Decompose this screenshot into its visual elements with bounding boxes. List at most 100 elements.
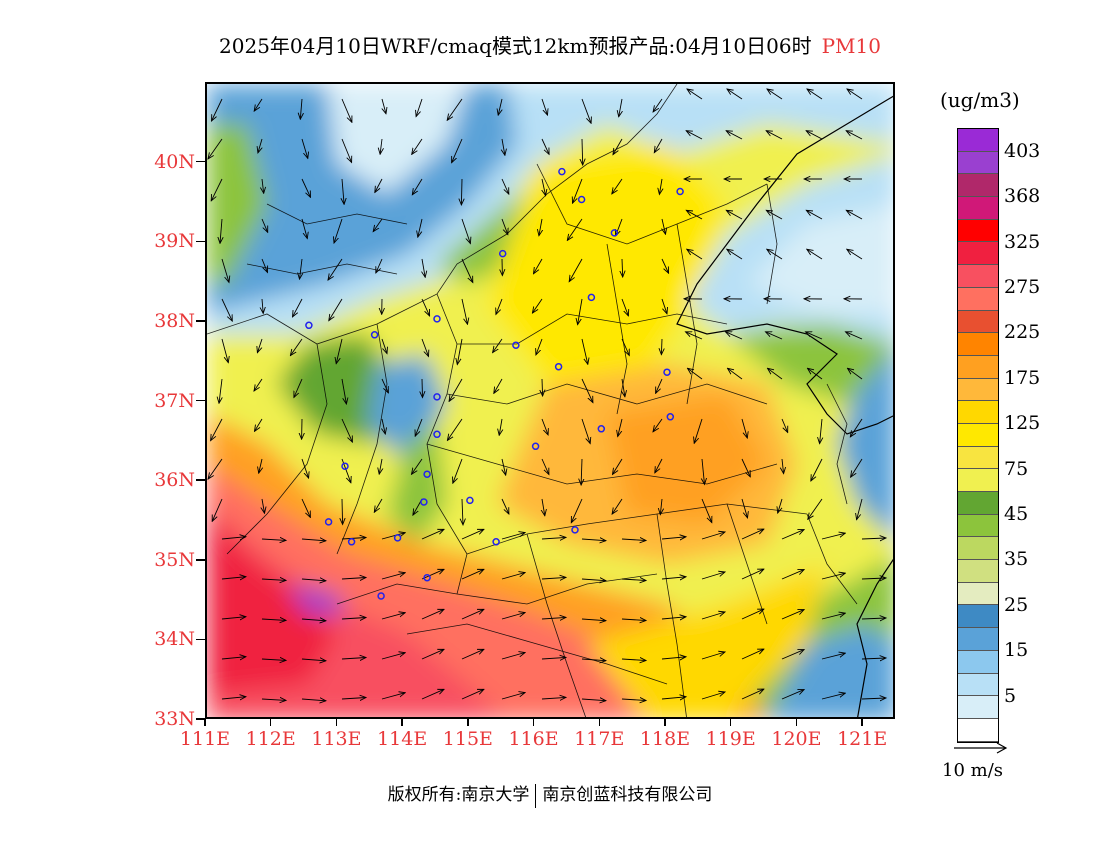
wind-arrow [541, 98, 548, 115]
colorbar-segment [958, 151, 998, 175]
wind-arrow [567, 218, 583, 240]
wind-arrow [661, 577, 686, 579]
wind-arrow [382, 98, 386, 114]
wind-arrow [381, 573, 405, 580]
wind-arrow [501, 613, 525, 620]
lat-label: 35N [154, 548, 195, 571]
wind-arrow [741, 458, 750, 477]
wind-arrow [341, 98, 352, 122]
colorbar-segment [958, 333, 998, 356]
lon-tick [598, 719, 601, 726]
wind-arrow [573, 178, 583, 203]
wind-arrow [661, 258, 669, 273]
city-station-marker [420, 498, 428, 506]
wind-arrow [806, 332, 823, 340]
colorbar-segment [958, 287, 998, 311]
wind-arrow [221, 258, 229, 282]
wind-arrow [781, 418, 788, 433]
wind-arrow [687, 89, 703, 100]
colorbar-label: 25 [1004, 593, 1029, 616]
pm10-map-panel [205, 82, 895, 719]
city-station-marker [663, 368, 671, 376]
wind-arrow [741, 609, 764, 620]
lon-tick [401, 719, 403, 726]
wind-arrow [848, 368, 863, 380]
wind-arrow [254, 98, 263, 111]
wind-arrow [221, 697, 246, 699]
city-station-marker [347, 538, 356, 546]
wind-arrow [502, 138, 505, 155]
colorbar-segment [958, 197, 998, 220]
colorbar-segment [958, 310, 998, 334]
wind-arrow [494, 378, 503, 393]
wind-arrow [461, 529, 484, 540]
wind-arrow [621, 539, 646, 541]
wind-arrow [659, 178, 662, 194]
wind-reference-arrow [954, 742, 1008, 754]
lat-tick [196, 559, 205, 561]
wind-arrow [379, 458, 382, 474]
city-station-marker [423, 470, 431, 478]
wind-arrow [807, 249, 823, 260]
wind-arrow [221, 298, 232, 321]
wind-arrow [541, 418, 548, 435]
wind-arrow [301, 458, 309, 478]
colorbar-label: 403 [1004, 139, 1041, 162]
wind-arrow [461, 258, 473, 283]
lon-tick [861, 719, 863, 726]
wind-arrow [861, 658, 886, 659]
lon-tick [664, 719, 666, 726]
wind-arrow [336, 338, 343, 364]
colorbar-label: 75 [1004, 457, 1029, 480]
colorbar-segment [958, 401, 998, 424]
wind-arrow [727, 249, 743, 260]
wind-arrow [293, 298, 303, 317]
wind-arrow [329, 298, 343, 321]
wind-arrow [208, 458, 223, 479]
wind-arrow [261, 258, 268, 272]
wind-arrow [373, 218, 383, 232]
wind-arrow [621, 619, 646, 621]
wind-arrow [421, 529, 444, 540]
wind-arrow [581, 458, 582, 485]
wind-arrow [502, 458, 506, 475]
wind-arrow [569, 258, 583, 282]
wind-arrow [301, 218, 307, 239]
wind-arrow [621, 298, 628, 316]
wind-arrow [381, 378, 388, 393]
wind-arrow [499, 418, 502, 435]
wind-arrow [421, 569, 444, 580]
wind-arrow [847, 249, 863, 260]
wind-arrow [447, 418, 463, 440]
wind-arrow [781, 690, 804, 700]
chart-title: 2025年04月10日WRF/cmaq模式12km预报产品:04月10日06时 P… [0, 30, 1100, 59]
wind-arrow [341, 658, 366, 660]
wind-arrow [208, 138, 223, 159]
wind-arrow [612, 498, 623, 514]
city-station-marker [554, 362, 563, 371]
wind-arrow [534, 258, 543, 274]
wind-arrow [301, 539, 326, 541]
wind-arrow [341, 698, 366, 700]
colorbar-segment [958, 560, 998, 583]
city-station-marker [324, 518, 333, 526]
wind-arrow [342, 498, 343, 524]
wind-arrow [781, 530, 804, 540]
lon-label: 117E [574, 728, 625, 750]
wind-arrow [766, 332, 783, 340]
wind-arrow [701, 652, 725, 660]
wind-arrow [766, 131, 783, 140]
colorbar-segment [958, 355, 998, 379]
wind-arrow [262, 298, 263, 313]
wind-arrow [461, 298, 468, 324]
wind-reference-label: 10 m/s [942, 760, 1003, 781]
wind-arrow [341, 138, 352, 163]
wind-arrow [861, 538, 886, 539]
colorbar-segment [958, 469, 998, 492]
city-station-marker [466, 496, 474, 505]
wind-arrow [501, 653, 525, 660]
wind-arrow [821, 573, 845, 580]
station-markers [305, 167, 684, 600]
wind-arrow [341, 538, 366, 540]
colorbar-segment [958, 582, 998, 606]
